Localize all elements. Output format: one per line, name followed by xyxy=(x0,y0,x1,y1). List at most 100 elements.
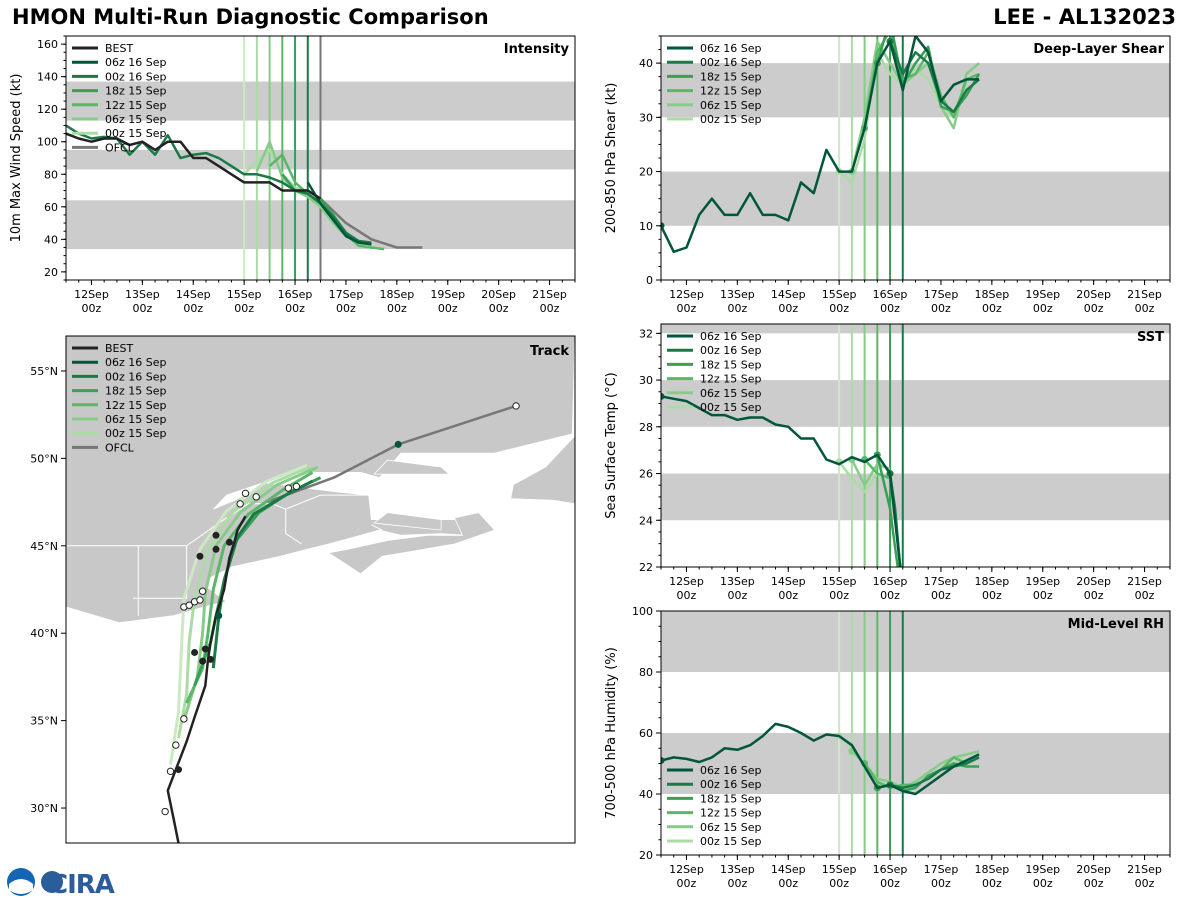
legend-entry-label: 06z 16 Sep xyxy=(700,330,762,343)
x-tick-label: 14Sep xyxy=(771,575,806,588)
track-best-marker xyxy=(225,538,233,546)
y-tick-label: 30 xyxy=(639,374,653,387)
y-tick-label: 26 xyxy=(639,468,653,481)
series-line-2 xyxy=(876,454,899,567)
x-tick-label: 00z xyxy=(387,302,407,315)
track-open-marker xyxy=(241,489,250,498)
x-tick-label: 00z xyxy=(677,302,697,315)
x-tick-label: 17Sep xyxy=(924,288,959,301)
x-tick-label: 00z xyxy=(336,302,356,315)
track-open-marker xyxy=(198,587,207,595)
x-tick-label: 00z xyxy=(438,302,458,315)
legend-entry-label: 00z 16 Sep xyxy=(700,778,762,791)
legend-entry-label: 18z 15 Sep xyxy=(105,85,167,98)
legend-entry-label: 12z 15 Sep xyxy=(700,807,762,820)
legend-entry-label: 00z 16 Sep xyxy=(700,344,762,357)
x-tick-label: 18Sep xyxy=(379,288,414,301)
x-tick-label: 20Sep xyxy=(1076,288,1111,301)
legend-entry-label: 18z 15 Sep xyxy=(700,358,762,371)
chart-panel-sst: 22242628303212Sep00z13Sep00z14Sep00z15Se… xyxy=(604,323,1171,602)
plot-area xyxy=(661,36,1170,280)
x-tick-label: 00z xyxy=(1084,877,1104,890)
x-tick-label: 16Sep xyxy=(873,575,908,588)
x-tick-label: 17Sep xyxy=(924,575,959,588)
map-area xyxy=(66,336,575,843)
legend-entry-label: 06z 15 Sep xyxy=(700,99,762,112)
track-open-marker xyxy=(185,601,193,609)
map-border xyxy=(371,524,383,531)
legend-entry-label: 00z 16 Sep xyxy=(105,70,167,83)
x-tick-label: 00z xyxy=(132,302,152,315)
x-tick-label: 00z xyxy=(234,302,254,315)
y-tick-label: 40 xyxy=(44,233,58,246)
x-tick-label: 21Sep xyxy=(532,288,567,301)
land-mass xyxy=(510,435,575,505)
x-tick-label: 00z xyxy=(1084,589,1104,602)
x-tick-label: 00z xyxy=(778,589,798,602)
y-axis-label: 200-850 hPa Shear (kt) xyxy=(604,83,619,234)
x-tick-label: 14Sep xyxy=(771,288,806,301)
legend-entry-label: BEST xyxy=(105,342,133,355)
x-tick-label: 00z xyxy=(1033,302,1053,315)
y-tick-label: 40 xyxy=(639,57,653,70)
best-series-line xyxy=(66,132,322,200)
legend-entry-label: 00z 15 Sep xyxy=(105,427,167,440)
series-line-0 xyxy=(661,722,980,796)
legend-entry-label: 00z 15 Sep xyxy=(700,401,762,414)
plot-area xyxy=(661,611,1170,855)
page-title: HMON Multi-Run Diagnostic Comparison xyxy=(12,5,489,29)
x-tick-label: 00z xyxy=(540,302,560,315)
x-tick-label: 18Sep xyxy=(974,575,1009,588)
x-tick-label: 00z xyxy=(982,302,1002,315)
ofcl-series-line xyxy=(319,197,423,249)
legend-entry-label: 06z 15 Sep xyxy=(105,413,167,426)
legend-entry-label: 00z 16 Sep xyxy=(105,370,167,383)
storm-title: LEE - AL132023 xyxy=(993,5,1176,29)
x-tick-label: 20Sep xyxy=(1076,575,1111,588)
x-tick-label: 20Sep xyxy=(1076,863,1111,876)
x-tick-label: 00z xyxy=(880,877,900,890)
x-tick-label: 00z xyxy=(1135,302,1155,315)
y-tick-label: 100 xyxy=(632,605,653,618)
x-tick-label: 00z xyxy=(1033,589,1053,602)
x-tick-label: 00z xyxy=(727,589,747,602)
series-line-5 xyxy=(838,461,879,494)
track-run-marker xyxy=(215,612,223,620)
legend-entry-label: 12z 15 Sep xyxy=(700,373,762,386)
x-tick-label: 12Sep xyxy=(669,863,704,876)
legend-entry-label: 06z 16 Sep xyxy=(700,42,762,55)
y-tick-label: 80 xyxy=(639,666,653,679)
lat-tick-label: 30°N xyxy=(30,802,58,815)
x-tick-label: 14Sep xyxy=(771,863,806,876)
lat-tick-label: 55°N xyxy=(30,365,58,378)
legend-entry-label: 18z 15 Sep xyxy=(700,792,762,805)
legend-entry-label: 06z 15 Sep xyxy=(105,113,167,126)
x-tick-label: 16Sep xyxy=(873,863,908,876)
shaded-band xyxy=(661,171,1170,226)
shaded-band xyxy=(661,324,1170,334)
y-tick-label: 20 xyxy=(44,266,58,279)
x-tick-label: 19Sep xyxy=(1025,863,1060,876)
x-tick-label: 00z xyxy=(880,589,900,602)
track-best-marker xyxy=(199,657,207,665)
track-open-marker xyxy=(252,493,260,501)
series-init-marker xyxy=(661,756,665,764)
legend-entry-label: 00z 15 Sep xyxy=(700,113,762,126)
land-mass xyxy=(327,512,496,575)
lat-tick-label: 45°N xyxy=(30,540,58,553)
x-tick-label: 00z xyxy=(1084,302,1104,315)
x-tick-label: 21Sep xyxy=(1127,575,1162,588)
x-tick-label: 00z xyxy=(931,302,951,315)
x-tick-label: 00z xyxy=(677,589,697,602)
legend-entry-label: 06z 16 Sep xyxy=(105,56,167,69)
logo-text: CIRA xyxy=(49,870,115,898)
y-tick-label: 160 xyxy=(37,38,58,51)
x-tick-label: 00z xyxy=(931,877,951,890)
x-tick-label: 18Sep xyxy=(974,288,1009,301)
x-tick-label: 20Sep xyxy=(481,288,516,301)
y-tick-label: 120 xyxy=(37,103,58,116)
track-open-marker xyxy=(512,402,520,410)
y-tick-label: 24 xyxy=(639,514,653,527)
x-tick-label: 21Sep xyxy=(1127,863,1162,876)
track-line-5 xyxy=(169,464,308,765)
